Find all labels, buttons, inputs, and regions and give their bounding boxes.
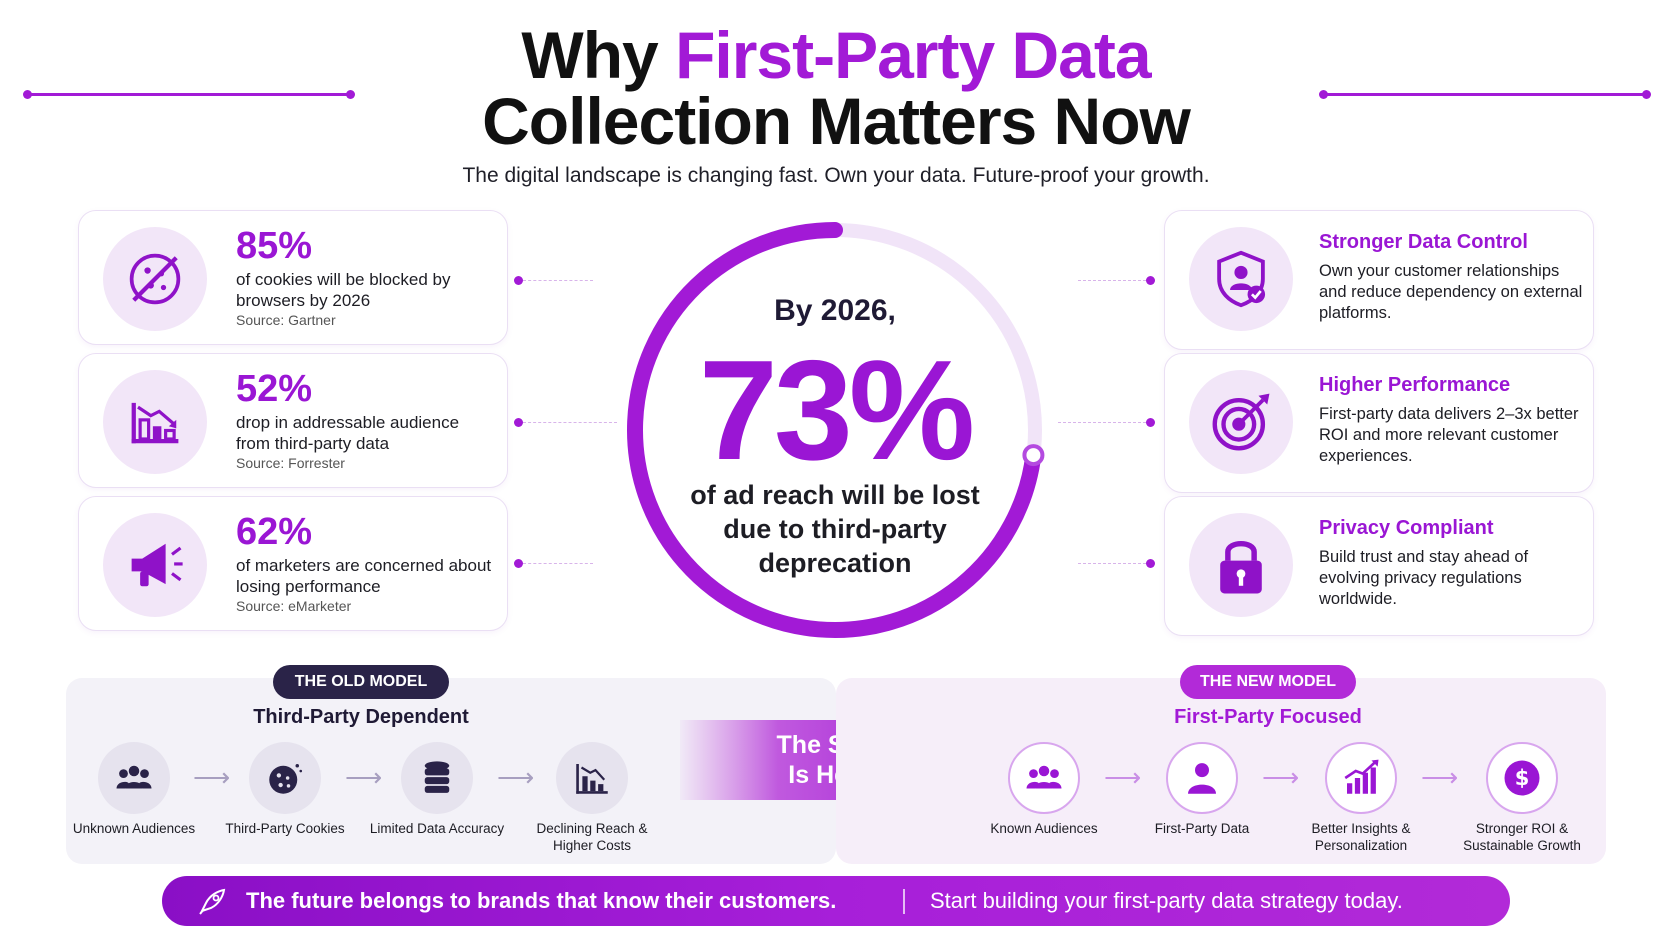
dollar-icon: $ [1486,742,1558,814]
benefit-card-privacy: Privacy Compliant Build trust and stay a… [1164,496,1594,636]
center-big-value: 73% [698,331,975,490]
connector-line [523,280,593,281]
arrow-right-icon: ⟶ [1421,762,1459,792]
step-label: Unknown Audiences [72,821,196,836]
connector-dot [1146,276,1155,285]
declining-chart-icon [103,370,207,474]
connector-dot [514,559,523,568]
megaphone-icon [103,513,207,617]
stat-text: drop in addressable audience from third-… [236,413,460,453]
audience-icon [98,742,170,814]
arrow-right-icon: ⟶ [497,762,535,792]
footer-right-text: Start building your first-party data str… [930,888,1403,913]
shield-user-icon [1189,227,1293,331]
benefit-card-performance: Higher Performance First-party data deli… [1164,353,1594,493]
stat-card-cookies: 85% of cookies will be blocked by browse… [78,210,508,345]
step-label: Declining Reach & Higher Costs [536,821,648,853]
step-label: Better Insights & Personalization [1311,821,1411,853]
cookie-icon [249,742,321,814]
blocked-cookie-icon [103,227,207,331]
connector-line [1078,280,1146,281]
progress-ring [610,205,1060,655]
step-label: Limited Data Accuracy [369,821,505,836]
benefit-title: Stronger Data Control [1319,231,1528,253]
benefit-text: First-party data delivers 2–3x better RO… [1319,405,1579,465]
new-model-subtitle: First-Party Focused [1174,706,1362,728]
new-model-badge: THE NEW MODEL [1180,665,1356,699]
database-icon [401,742,473,814]
step-label: First-Party Data [1154,821,1250,836]
progress-ring-marker [1022,444,1045,467]
user-icon [1166,742,1238,814]
stat-text: of cookies will be blocked by browsers b… [236,270,451,310]
step-label: Known Audiences [990,821,1098,836]
subtitle: The digital landscape is changing fast. … [462,164,1210,187]
center-lead: By 2026, [774,294,896,327]
rocket-icon [196,887,228,922]
stat-card-audience: 52% drop in addressable audience from th… [78,353,508,488]
old-model-subtitle: Third-Party Dependent [253,706,469,728]
footer-separator [903,889,905,914]
arrow-right-icon: ⟶ [1262,762,1300,792]
arrow-right-icon: ⟶ [1104,762,1142,792]
footer-banner[interactable]: The future belongs to brands that know t… [162,876,1510,926]
benefit-title: Privacy Compliant [1319,517,1494,539]
step-label: Third-Party Cookies [225,821,345,836]
stat-card-marketers: 62% of marketers are concerned about los… [78,496,508,631]
stat-value: 62% [236,511,313,553]
stat-source: Source: eMarketer [236,598,352,614]
stat-value: 85% [236,225,313,267]
svg-text:$: $ [1515,766,1530,790]
decorative-line-right [1319,90,1651,99]
stat-source: Source: Gartner [236,312,336,328]
connector-line [523,422,617,423]
arrow-right-icon: ⟶ [193,762,231,792]
declining-chart-icon [556,742,628,814]
arrow-right-icon: ⟶ [345,762,383,792]
title-part1: Why [521,18,676,92]
connector-line [523,563,593,564]
connector-dot [1146,559,1155,568]
target-icon [1189,370,1293,474]
audience-icon [1008,742,1080,814]
benefit-text: Own your customer relationships and redu… [1319,262,1583,322]
title-line-1: Why First-Party Data [0,22,1672,88]
title-line-2: Collection Matters Now [482,84,1191,158]
title-accent: First-Party Data [675,18,1151,92]
lock-icon [1189,513,1293,617]
stat-source: Source: Forrester [236,455,345,471]
growth-chart-icon [1325,742,1397,814]
connector-line [1078,563,1146,564]
footer-left-text: The future belongs to brands that know t… [246,888,837,913]
step-label: Stronger ROI & Sustainable Growth [1463,821,1581,853]
connector-line [1058,422,1146,423]
connector-dot [1146,418,1155,427]
benefit-card-control: Stronger Data Control Own your customer … [1164,210,1594,350]
center-description: of ad reach will be lost due to third-pa… [690,480,980,578]
stat-text: of marketers are concerned about losing … [236,556,492,596]
stat-value: 52% [236,368,313,410]
progress-ring-arc [627,222,1042,638]
connector-dot [514,276,523,285]
old-model-badge: THE OLD MODEL [273,665,449,699]
benefit-title: Higher Performance [1319,374,1511,396]
decorative-line-left [23,90,355,99]
connector-dot [514,418,523,427]
benefit-text: Build trust and stay ahead of evolving p… [1319,548,1529,608]
